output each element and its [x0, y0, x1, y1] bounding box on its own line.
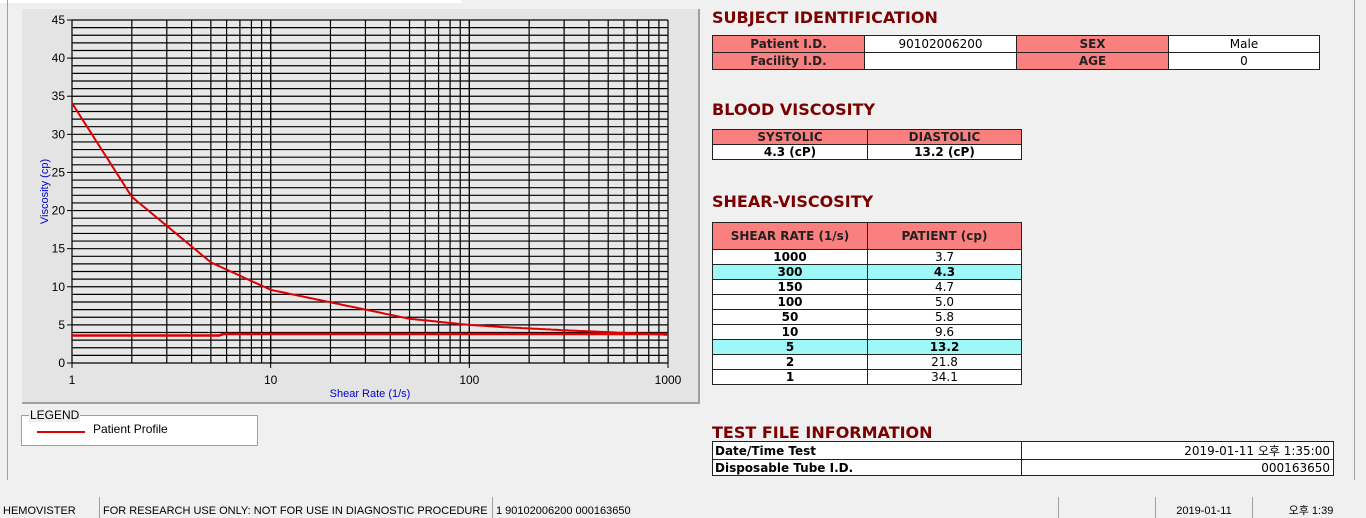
patient-cell: 5.8 — [867, 309, 1022, 325]
shear-rate-cell: 150 — [712, 279, 868, 295]
top-panel-edge — [0, 0, 462, 3]
patient-cell: 3.7 — [867, 249, 1022, 265]
status-record: 1 90102006200 000163650 — [492, 497, 1056, 518]
x-tick-label: 10 — [264, 373, 278, 387]
x-tick-label: 100 — [459, 373, 479, 387]
date-value: 2019-01-11 오후 1:35:00 — [1021, 441, 1334, 460]
legend: LEGEND Patient Profile — [21, 408, 258, 446]
patient-cell: 9.6 — [867, 324, 1022, 340]
patient-cell: 4.3 — [867, 264, 1022, 280]
shear-rate-cell: 10 — [712, 324, 868, 340]
shear-rate-cell: 50 — [712, 309, 868, 325]
patient-cell: 34.1 — [867, 369, 1022, 385]
legend-entry: Patient Profile — [93, 422, 168, 436]
shear-rate-cell: 1 — [712, 369, 868, 385]
x-tick-label: 1 — [69, 373, 76, 387]
table-row: 300 4.3 — [712, 264, 1022, 280]
subject-title: SUBJECT IDENTIFICATION — [712, 8, 938, 27]
shear-rate-cell: 1000 — [712, 249, 868, 265]
systolic-label: SYSTOLIC — [712, 129, 868, 145]
y-tick-label: 0 — [58, 356, 65, 370]
y-tick-label: 10 — [52, 280, 66, 294]
patient-id-label: Patient I.D. — [712, 35, 865, 53]
x-tick-label: 1000 — [655, 373, 682, 387]
facility — [864, 52, 1017, 70]
shear-rate-cell: 5 — [712, 339, 868, 355]
sex: Male — [1168, 35, 1320, 53]
patient-header: PATIENT (cp) — [867, 222, 1022, 250]
blood-table: SYSTOLIC DIASTOLIC 4.3 (cP) 13.2 (cP) — [712, 129, 1022, 160]
status-notice: FOR RESEARCH USE ONLY: NOT FOR USE IN DI… — [99, 497, 488, 518]
table-row: 1000 3.7 — [712, 249, 1022, 265]
y-axis-label: Viscosity (cp) — [39, 159, 51, 224]
shear-rate-cell: 100 — [712, 294, 868, 310]
status-bar: HEMOVISTER FOR RESEARCH USE ONLY: NOT FO… — [0, 497, 1366, 518]
legend-line-swatch — [37, 431, 85, 433]
status-empty — [1058, 497, 1152, 518]
series-line-1 — [72, 332, 668, 337]
testfile-table: Date/Time Test 2019-01-11 오후 1:35:00 Disp… — [712, 441, 1334, 476]
y-tick-label: 20 — [52, 204, 66, 218]
chart-svg: 0 5 10 15 20 25 30 35 40 45 1 10 100 1000 Shear Rate (… — [39, 13, 682, 400]
patient-id: 90102006200 — [864, 35, 1017, 53]
status-app: HEMOVISTER — [3, 505, 76, 517]
y-tick-label: 25 — [52, 165, 66, 179]
shear-rate-cell: 300 — [712, 264, 868, 280]
testfile-title: TEST FILE INFORMATION — [712, 423, 933, 442]
age: 0 — [1168, 52, 1320, 70]
facility-label: Facility I.D. — [712, 52, 865, 70]
y-tick-label: 40 — [52, 51, 66, 65]
blood-title: BLOOD VISCOSITY — [712, 100, 876, 119]
divider — [1354, 0, 1355, 480]
legend-title: LEGEND — [29, 408, 81, 422]
table-row: 100 5.0 — [712, 294, 1022, 310]
patient-cell: 4.7 — [867, 279, 1022, 295]
y-tick-label: 35 — [52, 89, 66, 103]
systolic-value: 4.3 (cP) — [712, 144, 868, 160]
table-row: 2 21.8 — [712, 354, 1022, 370]
shear-table: SHEAR RATE (1/s) PATIENT (cp) 1000 3.7 300 4… — [712, 222, 1022, 385]
series-line-0 — [71, 102, 669, 336]
patient-cell: 5.0 — [867, 294, 1022, 310]
table-row: 1 34.1 — [712, 369, 1022, 385]
y-tick-label: 30 — [52, 127, 66, 141]
table-row: 5 13.2 — [712, 339, 1022, 355]
viscosity-chart: 0 5 10 15 20 25 30 35 40 45 1 10 100 1000 Shear Rate (… — [22, 9, 700, 404]
date-label: Date/Time Test — [712, 441, 1022, 460]
x-axis-label: Shear Rate (1/s) — [330, 388, 411, 400]
diastolic-label: DIASTOLIC — [867, 129, 1022, 145]
y-tick-label: 15 — [52, 242, 66, 256]
patient-cell: 21.8 — [867, 354, 1022, 370]
diastolic-value: 13.2 (cP) — [867, 144, 1022, 160]
status-time: 오후 1:39 — [1252, 497, 1366, 518]
tube-label: Disposable Tube I.D. — [712, 459, 1022, 476]
sex-label: SEX — [1016, 35, 1169, 53]
tube-value: 000163650 — [1021, 459, 1334, 476]
y-tick-label: 45 — [52, 13, 66, 27]
divider — [7, 0, 8, 480]
table-row: 50 5.8 — [712, 309, 1022, 325]
shear-rate-header: SHEAR RATE (1/s) — [712, 222, 868, 250]
age-label: AGE — [1016, 52, 1169, 70]
patient-cell: 13.2 — [867, 339, 1022, 355]
y-tick-label: 5 — [58, 318, 65, 332]
table-row: 150 4.7 — [712, 279, 1022, 295]
status-date: 2019-01-11 — [1155, 497, 1249, 518]
plot-area — [72, 20, 668, 363]
subject-table: Patient I.D. 90102006200 SEX Male Facility … — [712, 35, 1320, 70]
shear-rate-cell: 2 — [712, 354, 868, 370]
table-row: 10 9.6 — [712, 324, 1022, 340]
shear-title: SHEAR-VISCOSITY — [712, 192, 874, 211]
